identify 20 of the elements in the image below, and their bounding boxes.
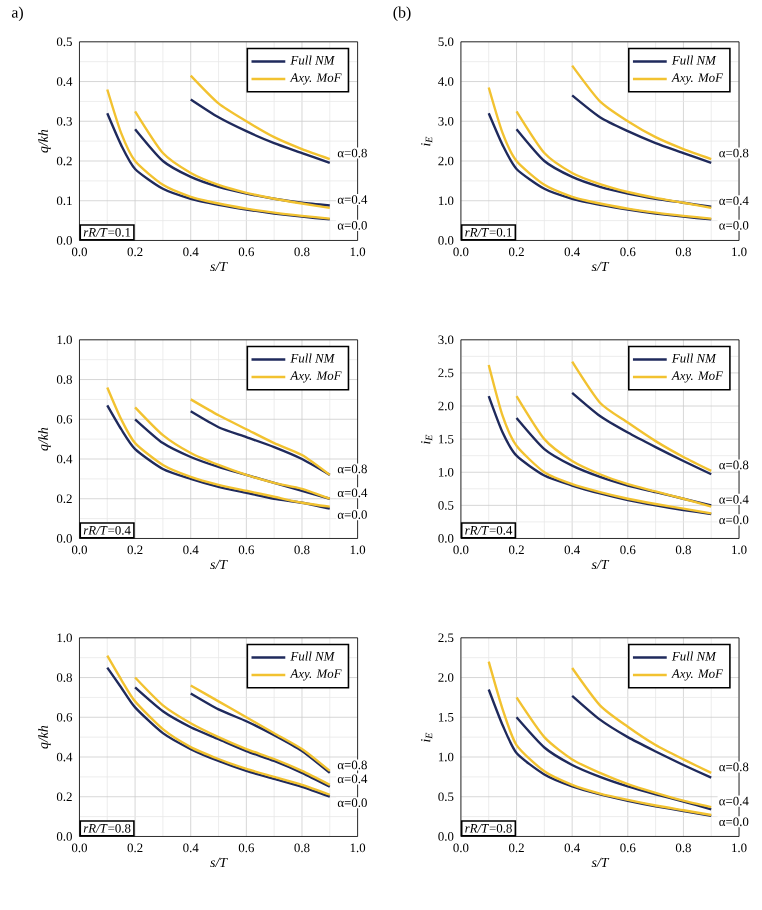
line-series	[133, 128, 331, 207]
line-series	[105, 386, 331, 508]
line-series	[189, 398, 331, 477]
line-series	[487, 112, 712, 221]
line-series	[570, 391, 712, 476]
line-series	[487, 394, 712, 516]
line-series	[514, 416, 712, 507]
line-series	[570, 94, 712, 165]
line-series	[133, 110, 331, 210]
line-series	[514, 110, 712, 210]
line-series	[105, 404, 331, 510]
line-series	[189, 98, 331, 165]
line-series	[487, 688, 712, 817]
line-series	[514, 394, 712, 508]
line-series	[189, 410, 331, 477]
line-series	[487, 86, 712, 220]
line-series	[570, 694, 712, 779]
line-series	[514, 128, 712, 208]
line-series	[105, 88, 331, 220]
line-series	[105, 112, 331, 221]
